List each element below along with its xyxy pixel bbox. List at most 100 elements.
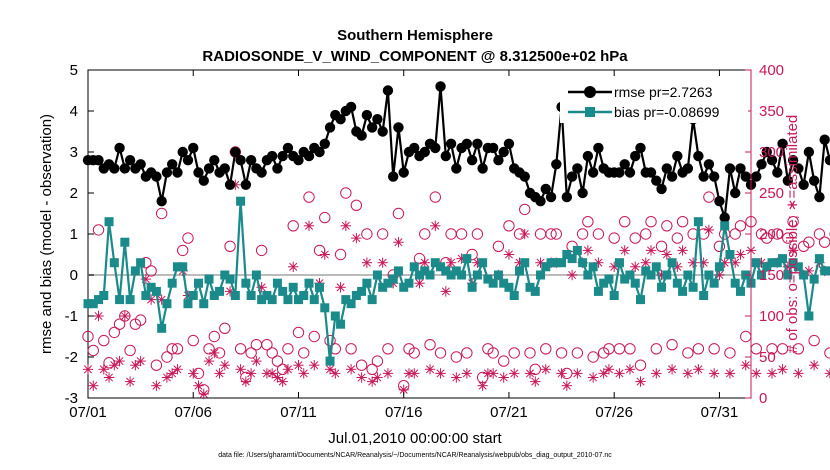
assimilated-obs-stroke — [704, 225, 713, 234]
possible-obs-marker — [519, 203, 531, 216]
assimilated-obs-stroke — [520, 229, 529, 239]
assimilated-obs-marker — [193, 380, 204, 391]
assimilated-obs-stroke — [273, 373, 282, 382]
possible-obs-marker — [424, 339, 436, 351]
possible-obs-marker — [734, 220, 747, 232]
assimilated-obs-stroke — [478, 381, 487, 390]
rmse-point — [319, 138, 330, 149]
bias-point — [772, 258, 782, 268]
bias-point — [83, 299, 93, 309]
assimilated-obs-marker — [624, 364, 636, 375]
rmse-point — [419, 146, 430, 158]
rmse-point — [535, 196, 546, 207]
assimilated-obs-stroke — [347, 365, 356, 374]
rmse-point — [714, 196, 725, 207]
bias-point — [346, 299, 356, 309]
bias-point — [393, 266, 403, 276]
possible-obs-marker — [171, 343, 184, 355]
assimilated-obs-marker — [209, 347, 220, 359]
x-tick-label: 07/01 — [69, 404, 107, 421]
bias-point — [383, 278, 393, 288]
rmse-point — [135, 159, 146, 170]
possible-obs-marker — [671, 232, 684, 244]
bias-point — [730, 278, 740, 288]
possible-obs-marker — [492, 240, 505, 253]
bias-point — [167, 278, 177, 288]
y-tick-label: -3 — [65, 390, 78, 407]
rmse-point — [551, 159, 562, 170]
y-axis-label: rmse and bias (model - observation) — [38, 114, 55, 354]
bias-point — [188, 291, 198, 300]
assimilated-obs-marker — [288, 261, 299, 272]
assimilated-obs-marker — [82, 364, 94, 375]
assimilated-obs-stroke — [410, 369, 419, 378]
bias-point — [725, 250, 735, 259]
y2-tick-label: 250 — [759, 185, 784, 202]
assimilated-obs-stroke — [126, 377, 135, 386]
assimilated-obs-marker — [430, 220, 441, 231]
bias-point — [104, 217, 114, 227]
bias-point — [351, 291, 361, 300]
assimilated-obs-stroke — [631, 262, 640, 271]
assimilated-obs-marker — [272, 372, 283, 383]
possible-obs-marker — [113, 318, 126, 330]
bias-point — [194, 278, 203, 288]
bias-point — [246, 291, 256, 300]
bias-point — [457, 270, 467, 280]
possible-obs-marker — [692, 343, 705, 355]
assimilated-obs-stroke — [99, 365, 108, 374]
possible-obs-marker — [87, 344, 99, 357]
possible-obs-marker — [234, 343, 247, 355]
y-tick-label: 5 — [70, 62, 78, 79]
possible-obs-marker — [455, 228, 468, 240]
bias-point — [609, 291, 619, 300]
bias-point — [251, 270, 261, 280]
bias-point — [272, 278, 282, 288]
bias-point — [483, 274, 493, 284]
assimilated-obs-stroke — [741, 361, 750, 370]
possible-obs-marker — [592, 228, 605, 240]
possible-obs-marker — [782, 232, 794, 244]
assimilated-obs-marker — [461, 368, 473, 379]
assimilated-obs-marker — [198, 388, 209, 400]
possible-obs-marker — [155, 207, 168, 220]
assimilated-obs-marker — [414, 278, 425, 289]
rmse-point — [708, 171, 720, 182]
bias-point — [762, 262, 772, 272]
rmse-point — [545, 191, 557, 203]
rmse-point — [193, 167, 204, 178]
assimilated-obs-marker — [598, 368, 609, 379]
assimilated-obs-marker — [188, 368, 199, 379]
assimilated-obs-marker — [498, 372, 509, 383]
assimilated-obs-stroke — [304, 221, 314, 230]
rmse-point — [624, 167, 636, 178]
legend-rmse-label: rmse pr=2.7263 — [614, 84, 713, 100]
assimilated-obs-stroke — [341, 221, 350, 230]
possible-obs-marker — [555, 347, 568, 359]
bias-point — [430, 258, 440, 268]
assimilated-obs-stroke — [415, 279, 424, 288]
bias-point — [278, 286, 288, 296]
rmse-point — [314, 146, 325, 158]
y-tick-label: 4 — [70, 103, 78, 120]
bias-point — [325, 356, 335, 366]
bias-point — [362, 278, 372, 288]
bias-point — [693, 217, 703, 227]
assimilated-obs-stroke — [352, 234, 361, 243]
assimilated-obs-marker — [677, 245, 688, 256]
bias-point — [646, 270, 656, 280]
rmse-point — [540, 183, 551, 195]
possible-obs-marker — [319, 211, 331, 224]
possible-obs-marker — [376, 228, 389, 240]
assimilated-obs-marker — [203, 355, 215, 367]
rmse-point — [382, 85, 394, 96]
assimilated-obs-marker — [635, 376, 646, 387]
rmse-point — [466, 155, 478, 166]
possible-obs-marker — [366, 363, 378, 375]
rmse-point — [335, 114, 346, 125]
rmse-point — [430, 142, 441, 154]
chart-title: Southern Hemisphere — [337, 27, 493, 44]
rmse-point — [224, 179, 236, 190]
assimilated-obs-stroke — [199, 389, 208, 398]
rmse-point — [682, 163, 694, 174]
